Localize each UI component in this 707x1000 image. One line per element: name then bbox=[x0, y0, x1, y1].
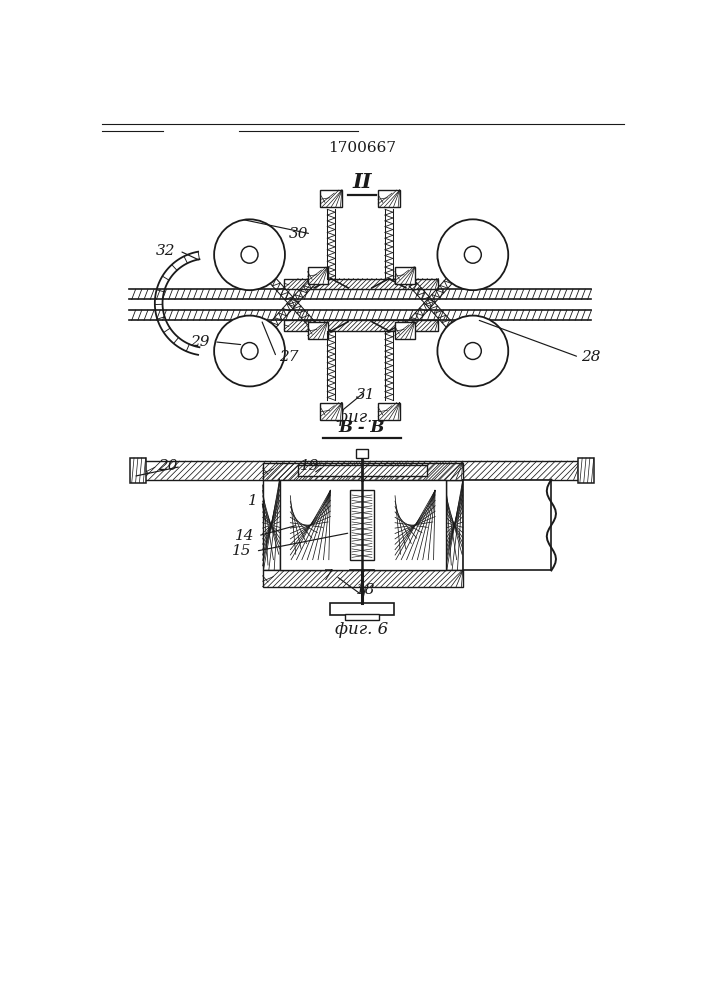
Text: II: II bbox=[352, 172, 372, 192]
Bar bbox=[284, 320, 438, 331]
Bar bbox=[463, 480, 551, 570]
Text: 18: 18 bbox=[356, 583, 375, 597]
Bar bbox=[279, 480, 446, 570]
Text: 1: 1 bbox=[248, 494, 258, 508]
Bar bbox=[308, 267, 327, 284]
Bar bbox=[262, 463, 463, 480]
Bar bbox=[378, 403, 399, 420]
Bar bbox=[262, 570, 463, 587]
Text: фиг. 5: фиг. 5 bbox=[335, 409, 389, 426]
Bar bbox=[262, 480, 279, 570]
Bar bbox=[345, 614, 379, 620]
Text: 32: 32 bbox=[156, 244, 175, 258]
Bar bbox=[308, 322, 327, 339]
Bar bbox=[298, 465, 428, 476]
Circle shape bbox=[438, 219, 508, 290]
Bar bbox=[329, 603, 395, 615]
Text: 29: 29 bbox=[190, 335, 209, 349]
Bar bbox=[320, 403, 342, 420]
Text: 15: 15 bbox=[233, 544, 252, 558]
Bar bbox=[320, 190, 342, 207]
Text: фиг. 6: фиг. 6 bbox=[335, 621, 389, 638]
Bar bbox=[395, 267, 415, 284]
Text: 20: 20 bbox=[158, 460, 177, 474]
Bar bbox=[578, 458, 594, 483]
Text: 30: 30 bbox=[288, 227, 308, 241]
Bar bbox=[291, 490, 330, 560]
Bar bbox=[446, 480, 463, 570]
Bar bbox=[284, 279, 438, 289]
Circle shape bbox=[464, 343, 481, 359]
Text: 19: 19 bbox=[300, 460, 320, 474]
Circle shape bbox=[241, 343, 258, 359]
Bar bbox=[378, 190, 399, 207]
Bar bbox=[143, 461, 581, 480]
Text: 7: 7 bbox=[322, 569, 332, 583]
Bar bbox=[395, 322, 415, 339]
Circle shape bbox=[241, 246, 258, 263]
Text: 28: 28 bbox=[581, 350, 601, 364]
Circle shape bbox=[464, 246, 481, 263]
Text: В - В: В - В bbox=[339, 419, 385, 436]
Bar bbox=[356, 449, 368, 458]
Circle shape bbox=[438, 316, 508, 386]
Text: 14: 14 bbox=[235, 529, 254, 543]
Text: 27: 27 bbox=[279, 350, 298, 364]
Circle shape bbox=[214, 219, 285, 290]
Bar bbox=[130, 458, 146, 483]
Bar bbox=[395, 490, 435, 560]
Text: 1700667: 1700667 bbox=[328, 141, 396, 155]
Circle shape bbox=[214, 316, 285, 386]
Bar bbox=[351, 490, 373, 560]
Text: 31: 31 bbox=[356, 388, 375, 402]
